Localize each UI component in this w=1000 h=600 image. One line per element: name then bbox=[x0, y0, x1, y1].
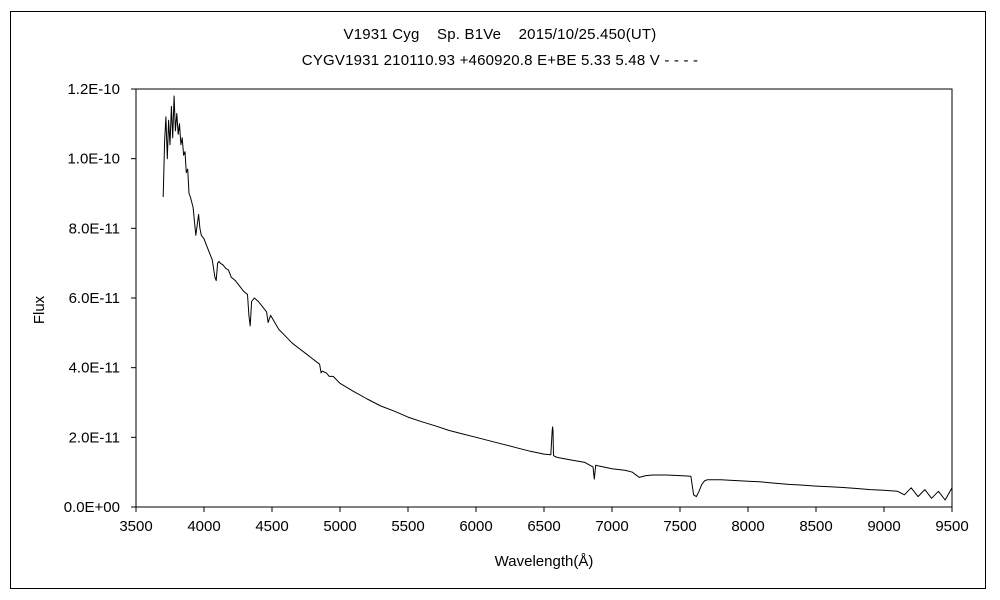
x-tick-label: 9000 bbox=[867, 518, 900, 535]
x-tick-label: 4500 bbox=[255, 518, 288, 535]
chart-subtitle: CYGV1931 210110.93 +460920.8 E+BE 5.33 5… bbox=[301, 52, 699, 69]
y-tick-label: 6.0E-11 bbox=[69, 290, 120, 307]
y-tick-label: 8.0E-11 bbox=[69, 220, 120, 237]
series-group bbox=[162, 95, 953, 501]
x-tick-label: 7500 bbox=[663, 518, 696, 535]
x-tick-label: 8000 bbox=[731, 518, 764, 535]
y-tick-label: 4.0E-11 bbox=[69, 360, 120, 377]
y-tick-label: 1.0E-10 bbox=[67, 151, 120, 168]
x-tick-label: 7000 bbox=[595, 518, 628, 535]
x-tick-label: 6000 bbox=[459, 518, 492, 535]
series-line bbox=[162, 95, 953, 501]
x-tick-label: 9500 bbox=[935, 518, 968, 535]
x-tick-label: 8500 bbox=[799, 518, 832, 535]
x-tick-label: 5000 bbox=[323, 518, 356, 535]
x-tick-label: 4000 bbox=[187, 518, 220, 535]
x-tick-label: 6500 bbox=[527, 518, 560, 535]
x-tick-label: 3500 bbox=[119, 518, 152, 535]
chart-title: V1931 Cyg Sp. B1Ve 2015/10/25.450(UT) bbox=[343, 26, 657, 43]
y-axis-label: Flux bbox=[31, 295, 48, 324]
x-axis-label: Wavelength(Å) bbox=[495, 553, 594, 570]
y-tick-label: 0.0E+00 bbox=[64, 499, 120, 516]
chart-frame bbox=[10, 11, 986, 589]
y-tick-label: 2.0E-11 bbox=[69, 429, 120, 446]
plot-area bbox=[135, 88, 953, 508]
y-axis-ticks: 0.0E+00 2.0E-11 4.0E-11 6.0E-11 8.0E-11 1.0E-… bbox=[64, 81, 136, 516]
y-tick-label: 1.2E-10 bbox=[67, 81, 120, 98]
x-axis-ticks: 3500 4000 4500 5000 5500 6000 6500 7000 7500 8000… bbox=[119, 507, 969, 535]
x-tick-label: 5500 bbox=[391, 518, 424, 535]
